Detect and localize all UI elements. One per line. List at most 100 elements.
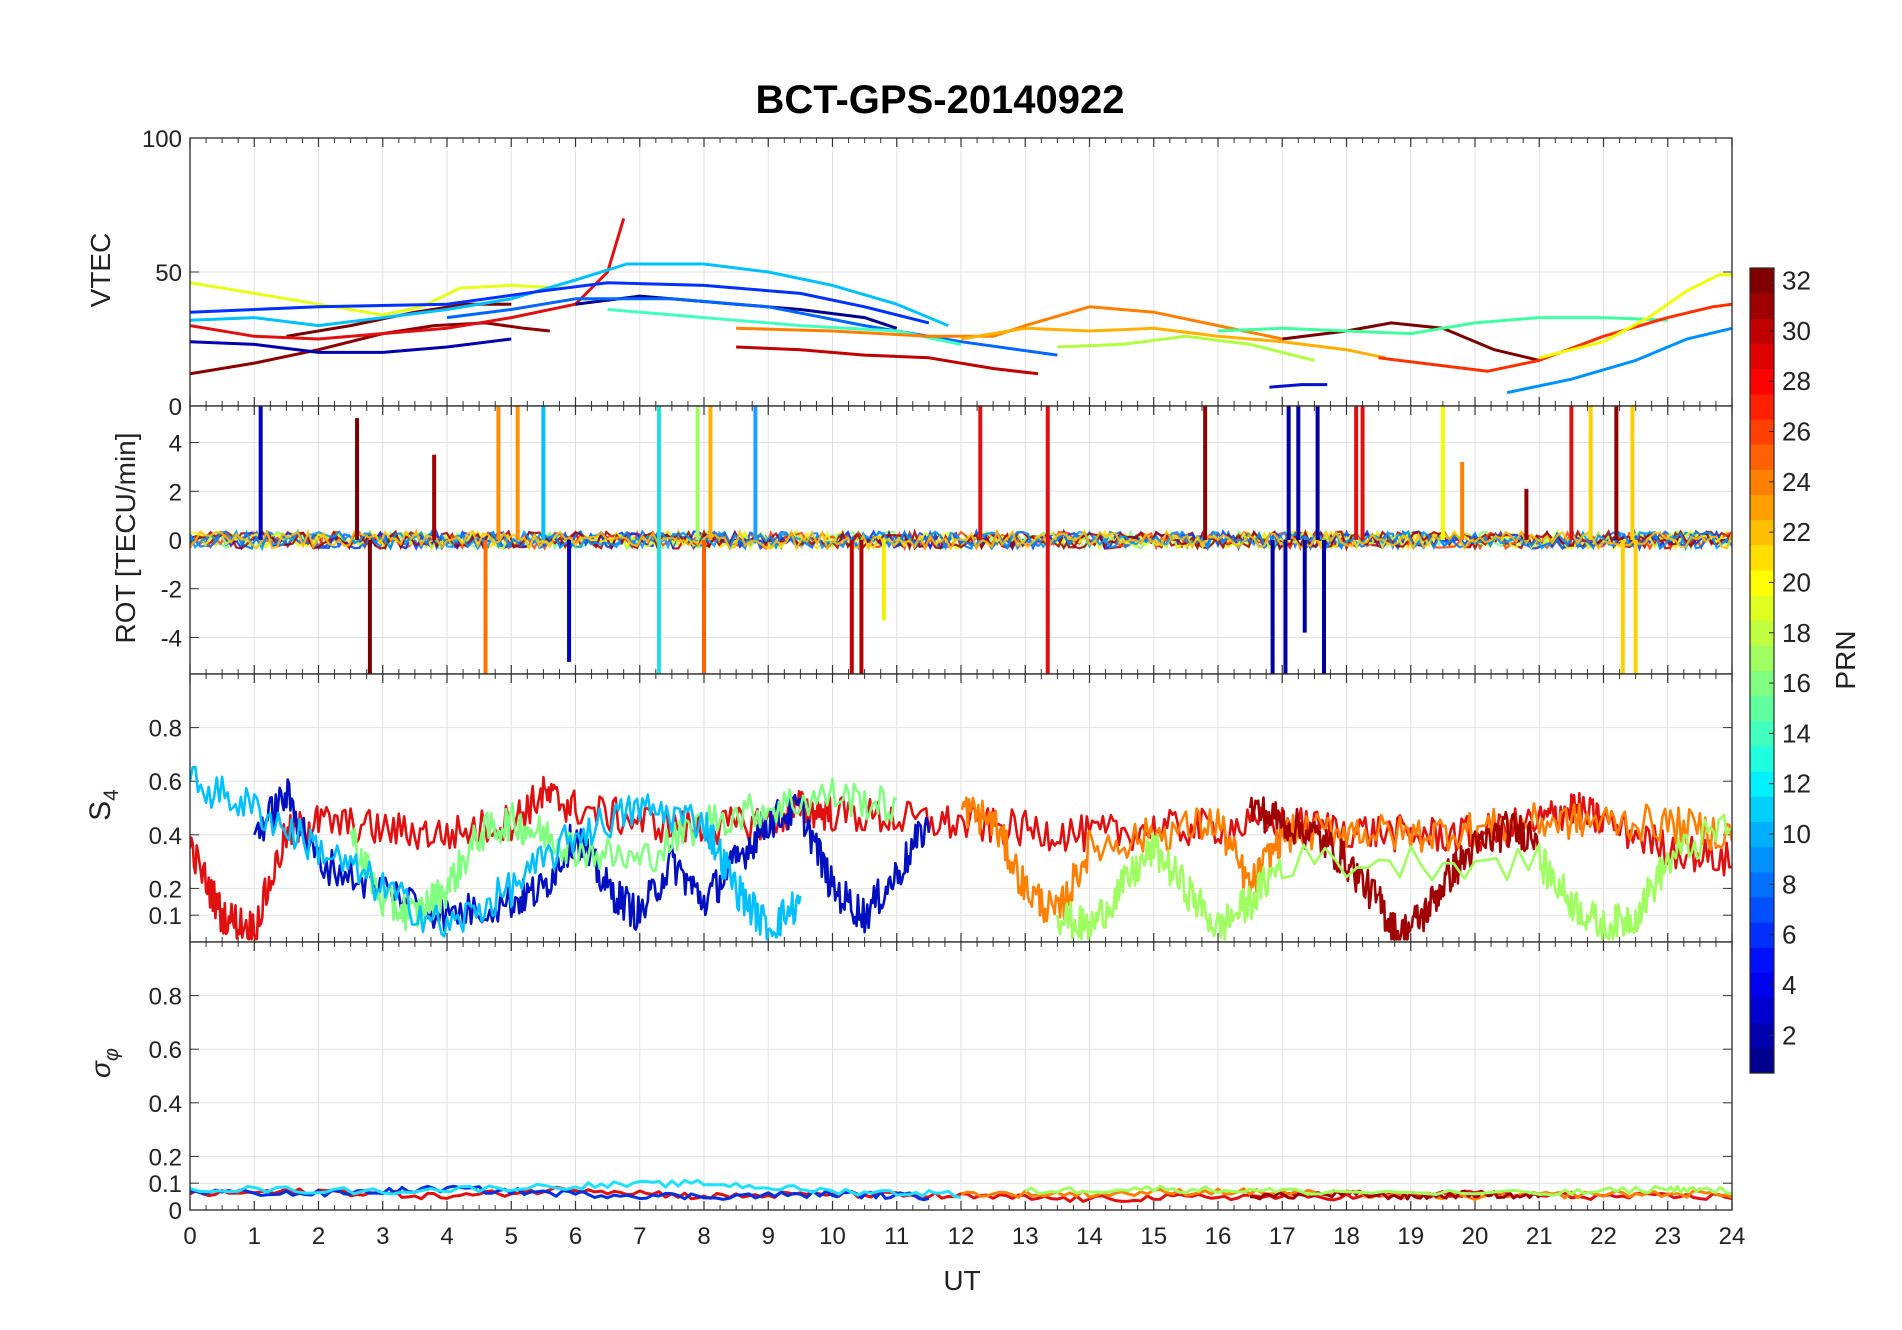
y-tick-label: 0.4 <box>149 1091 182 1118</box>
y-tick-label: 0.1 <box>149 1171 182 1198</box>
data-layer <box>190 765 1732 941</box>
x-tick-label: 11 <box>884 1223 909 1250</box>
colorbar-tick-label: 30 <box>1782 316 1811 346</box>
prn-10-series <box>1506 326 1732 395</box>
y-tick-label: 0.6 <box>149 769 182 796</box>
y-tick-label: 50 <box>155 260 182 287</box>
x-tick-label: 13 <box>1012 1223 1039 1250</box>
x-tick-label: 7 <box>633 1223 646 1250</box>
colorbar-swatch <box>1750 544 1774 571</box>
y-tick-label: 0.8 <box>149 716 182 743</box>
prn-3-series <box>190 337 512 354</box>
s4-ylabel: S4 <box>84 789 123 821</box>
sigma-ylabel: σφ <box>85 1048 123 1078</box>
prn-30-series <box>1248 796 1540 941</box>
colorbar-tick-label: 12 <box>1782 769 1811 799</box>
colorbar-tick-label: 32 <box>1782 266 1811 296</box>
y-tick-label: 0 <box>169 1198 182 1225</box>
s4-panel: 0.10.2 0.4 0.6 0.8 <box>149 673 1733 943</box>
x-tick-label: 1 <box>248 1223 261 1250</box>
colorbar-swatch <box>1750 745 1774 772</box>
x-tick-label: 18 <box>1333 1223 1360 1250</box>
chart-title: BCT-GPS-20140922 <box>755 78 1124 122</box>
colorbar-label: PRN <box>1830 630 1861 689</box>
prn-16-series <box>349 777 898 932</box>
colorbar-tick-label: 26 <box>1782 417 1811 447</box>
prn-2-series <box>1269 383 1328 389</box>
vtec-panel: 0 50 100 <box>142 126 1733 421</box>
x-tick-label: 12 <box>948 1223 975 1250</box>
x-tick-label: 2 <box>312 1223 325 1250</box>
vtec-ylabel: VTEC <box>85 233 116 308</box>
x-tick-label: 8 <box>697 1223 710 1250</box>
x-tick-label: 9 <box>762 1223 775 1250</box>
y-tick-label: 0.1 <box>149 903 182 930</box>
rot-ylabel: ROT [TECU/min] <box>110 432 141 643</box>
colorbar-tick-label: 28 <box>1782 366 1811 396</box>
x-tick-label: 22 <box>1590 1223 1617 1250</box>
y-tick-label: -4 <box>161 625 182 652</box>
x-tick-label: 16 <box>1205 1223 1232 1250</box>
colorbar-swatch <box>1750 896 1774 923</box>
prn-20-series <box>1538 273 1732 360</box>
colorbar-swatch <box>1750 1047 1774 1074</box>
colorbar-tick-label: 2 <box>1782 1020 1796 1050</box>
colorbar-tick-label: 16 <box>1782 668 1811 698</box>
y-tick-label: 0.8 <box>149 984 182 1011</box>
x-tick-label: 15 <box>1140 1223 1167 1250</box>
rot-baseline-series <box>190 528 1732 552</box>
s4-ylabel-main: S <box>84 801 117 821</box>
colorbar-swatch <box>1750 343 1774 370</box>
prn-24-series <box>736 305 1283 341</box>
data-layer <box>190 1178 1732 1203</box>
prn-17-series <box>1057 334 1315 362</box>
prn-4-series <box>190 1184 930 1202</box>
y-tick-label: 2 <box>169 479 182 506</box>
x-tick-label: 23 <box>1654 1223 1681 1250</box>
colorbar-swatch <box>1750 393 1774 420</box>
y-tick-label: 4 <box>169 431 182 458</box>
y-tick-label: 0 <box>169 394 182 421</box>
prn-22-series <box>960 326 1386 360</box>
y-tick-label: 100 <box>142 126 182 153</box>
rot-baseline-series <box>190 528 1732 552</box>
prn-17-series <box>1056 813 1732 941</box>
colorbar-tick-label: 18 <box>1782 618 1811 648</box>
prn-15-series <box>1217 316 1668 336</box>
colorbar-tick-label: 8 <box>1782 869 1796 899</box>
prn-6-series <box>190 281 930 325</box>
x-tick-label: 6 <box>569 1223 582 1250</box>
x-tick-label: 19 <box>1397 1223 1424 1250</box>
prn-29-series <box>736 345 1039 376</box>
prn-24-series <box>960 796 1732 924</box>
prn-11-series <box>190 765 802 941</box>
x-tick-label: 3 <box>376 1223 389 1250</box>
prn-17-series <box>1024 1184 1732 1197</box>
colorbar-swatch <box>1750 846 1774 873</box>
data-layer <box>190 406 1732 674</box>
x-tick-label: 24 <box>1719 1223 1746 1250</box>
prn-19-series <box>190 281 563 317</box>
colorbar-tick-label: 14 <box>1782 718 1811 748</box>
svg-text:σφ: σφ <box>85 1048 123 1078</box>
colorbar-swatch <box>1750 595 1774 621</box>
y-tick-label: 0.2 <box>149 1144 182 1171</box>
sigma-phi-panel: 00.10.20.40.60.80 1 2 3 4 5 6 7 8 9 10 11 12 13 14 15 16… <box>149 941 1746 1250</box>
colorbar-swatch <box>1750 796 1774 823</box>
prn-13-series <box>190 1178 962 1199</box>
prn-11-series <box>190 262 949 328</box>
colorbar-swatch <box>1750 444 1774 470</box>
x-tick-label: 21 <box>1526 1223 1553 1250</box>
colorbar-tick-label: 20 <box>1782 567 1811 597</box>
colorbar-swatch <box>1750 997 1774 1024</box>
y-tick-label: 0.4 <box>149 823 182 850</box>
x-tick-label: 14 <box>1076 1223 1103 1250</box>
axes-frame <box>189 941 1733 1211</box>
colorbar-tick-label: 10 <box>1782 819 1811 849</box>
x-tick-label: 5 <box>505 1223 518 1250</box>
colorbar-swatch <box>1750 645 1774 672</box>
y-tick-label: 0.2 <box>149 876 182 903</box>
colorbar-tick-label: 22 <box>1782 517 1811 547</box>
